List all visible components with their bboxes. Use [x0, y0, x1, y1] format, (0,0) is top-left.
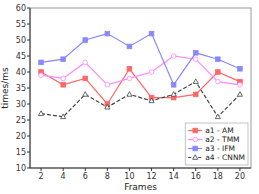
point: [61, 76, 66, 81]
x-tick: [85, 168, 86, 171]
y-tick: [27, 56, 30, 57]
y-tick: [27, 8, 30, 9]
x-tick: [239, 168, 240, 171]
x-tick-label: 6: [83, 172, 88, 181]
point: [83, 76, 88, 81]
x-tick-label: 8: [105, 172, 110, 181]
y-tick-label: 25: [16, 116, 26, 125]
y-tick: [27, 104, 30, 105]
y-tick: [27, 72, 30, 73]
point: [127, 44, 132, 49]
x-tick-label: 20: [235, 172, 245, 181]
point: [105, 83, 110, 88]
y-tick-label: 55: [16, 20, 26, 29]
point: [237, 92, 242, 97]
x-tick: [195, 168, 196, 171]
x-axis-label: Frames: [124, 182, 157, 192]
point: [193, 79, 198, 84]
y-tick-label: 15: [16, 148, 26, 157]
legend-marker: [193, 128, 198, 133]
point: [149, 98, 154, 103]
point: [83, 38, 88, 43]
point: [193, 51, 198, 56]
point: [105, 31, 110, 36]
point: [238, 67, 243, 72]
x-tick: [173, 168, 174, 171]
legend-box: [185, 123, 248, 165]
y-tick: [27, 136, 30, 137]
chart: 2 4 6 8 10 12 14 16 18 20 10 15 20 25 30 35 40 45 50 55 60 Fr…: [0, 0, 259, 194]
x-tick: [129, 168, 130, 171]
x-tick-label: 18: [213, 172, 223, 181]
x-tick-label: 16: [191, 172, 201, 181]
legend-marker: [193, 146, 198, 151]
point: [215, 114, 220, 119]
point: [39, 60, 44, 65]
y-tick-label: 10: [16, 164, 26, 173]
point: [127, 67, 132, 72]
legend-marker: [193, 155, 198, 160]
point: [171, 83, 176, 88]
y-tick-label: 30: [16, 100, 26, 109]
y-tick: [27, 120, 30, 121]
x-tick-label: 10: [124, 172, 134, 181]
point: [193, 57, 198, 62]
legend: a1 - AMa2 - TMMa3 - IFMa4 - CNNM: [185, 123, 248, 165]
y-tick: [27, 152, 30, 153]
y-tick-label: 50: [16, 36, 26, 45]
x-tick-label: 14: [169, 172, 179, 181]
y-tick: [27, 88, 30, 89]
plot-area: [30, 8, 251, 168]
point: [216, 57, 221, 62]
point: [149, 70, 154, 75]
x-tick: [217, 168, 218, 171]
y-tick: [27, 40, 30, 41]
series-group: [39, 31, 243, 118]
y-tick-label: 45: [16, 52, 26, 61]
point: [61, 57, 66, 62]
x-tick: [41, 168, 42, 171]
point: [193, 92, 198, 97]
x-tick-label: 12: [146, 172, 156, 181]
series-line: [41, 56, 240, 85]
y-tick-label: 20: [16, 132, 26, 141]
point: [216, 79, 221, 84]
x-tick: [107, 168, 108, 171]
point: [216, 70, 221, 75]
y-axis-label: times/ms: [0, 67, 10, 109]
y-tick-label: 40: [16, 68, 26, 77]
y-tick-label: 60: [16, 4, 26, 13]
point: [39, 111, 44, 116]
legend-label: a1 - AM: [205, 126, 233, 135]
point: [83, 92, 88, 97]
point: [127, 76, 132, 81]
series-line: [41, 34, 240, 85]
y-tick: [27, 168, 30, 169]
x-tick-label: 4: [61, 172, 66, 181]
x-tick: [63, 168, 64, 171]
point: [39, 73, 44, 78]
point: [83, 60, 88, 65]
series-line: [41, 82, 240, 117]
y-tick: [27, 24, 30, 25]
point: [61, 114, 66, 119]
y-tick-label: 35: [16, 84, 26, 93]
point: [238, 83, 243, 88]
legend-label: a3 - IFM: [205, 144, 235, 153]
legend-label: a2 - TMM: [205, 135, 239, 144]
point: [171, 92, 176, 97]
point: [61, 83, 66, 88]
point: [127, 92, 132, 97]
legend-marker: [193, 137, 198, 142]
x-tick-label: 2: [39, 172, 44, 181]
point: [149, 31, 154, 36]
point: [171, 54, 176, 59]
x-tick: [151, 168, 152, 171]
point: [105, 104, 110, 109]
legend-label: a4 - CNNM: [205, 153, 245, 162]
